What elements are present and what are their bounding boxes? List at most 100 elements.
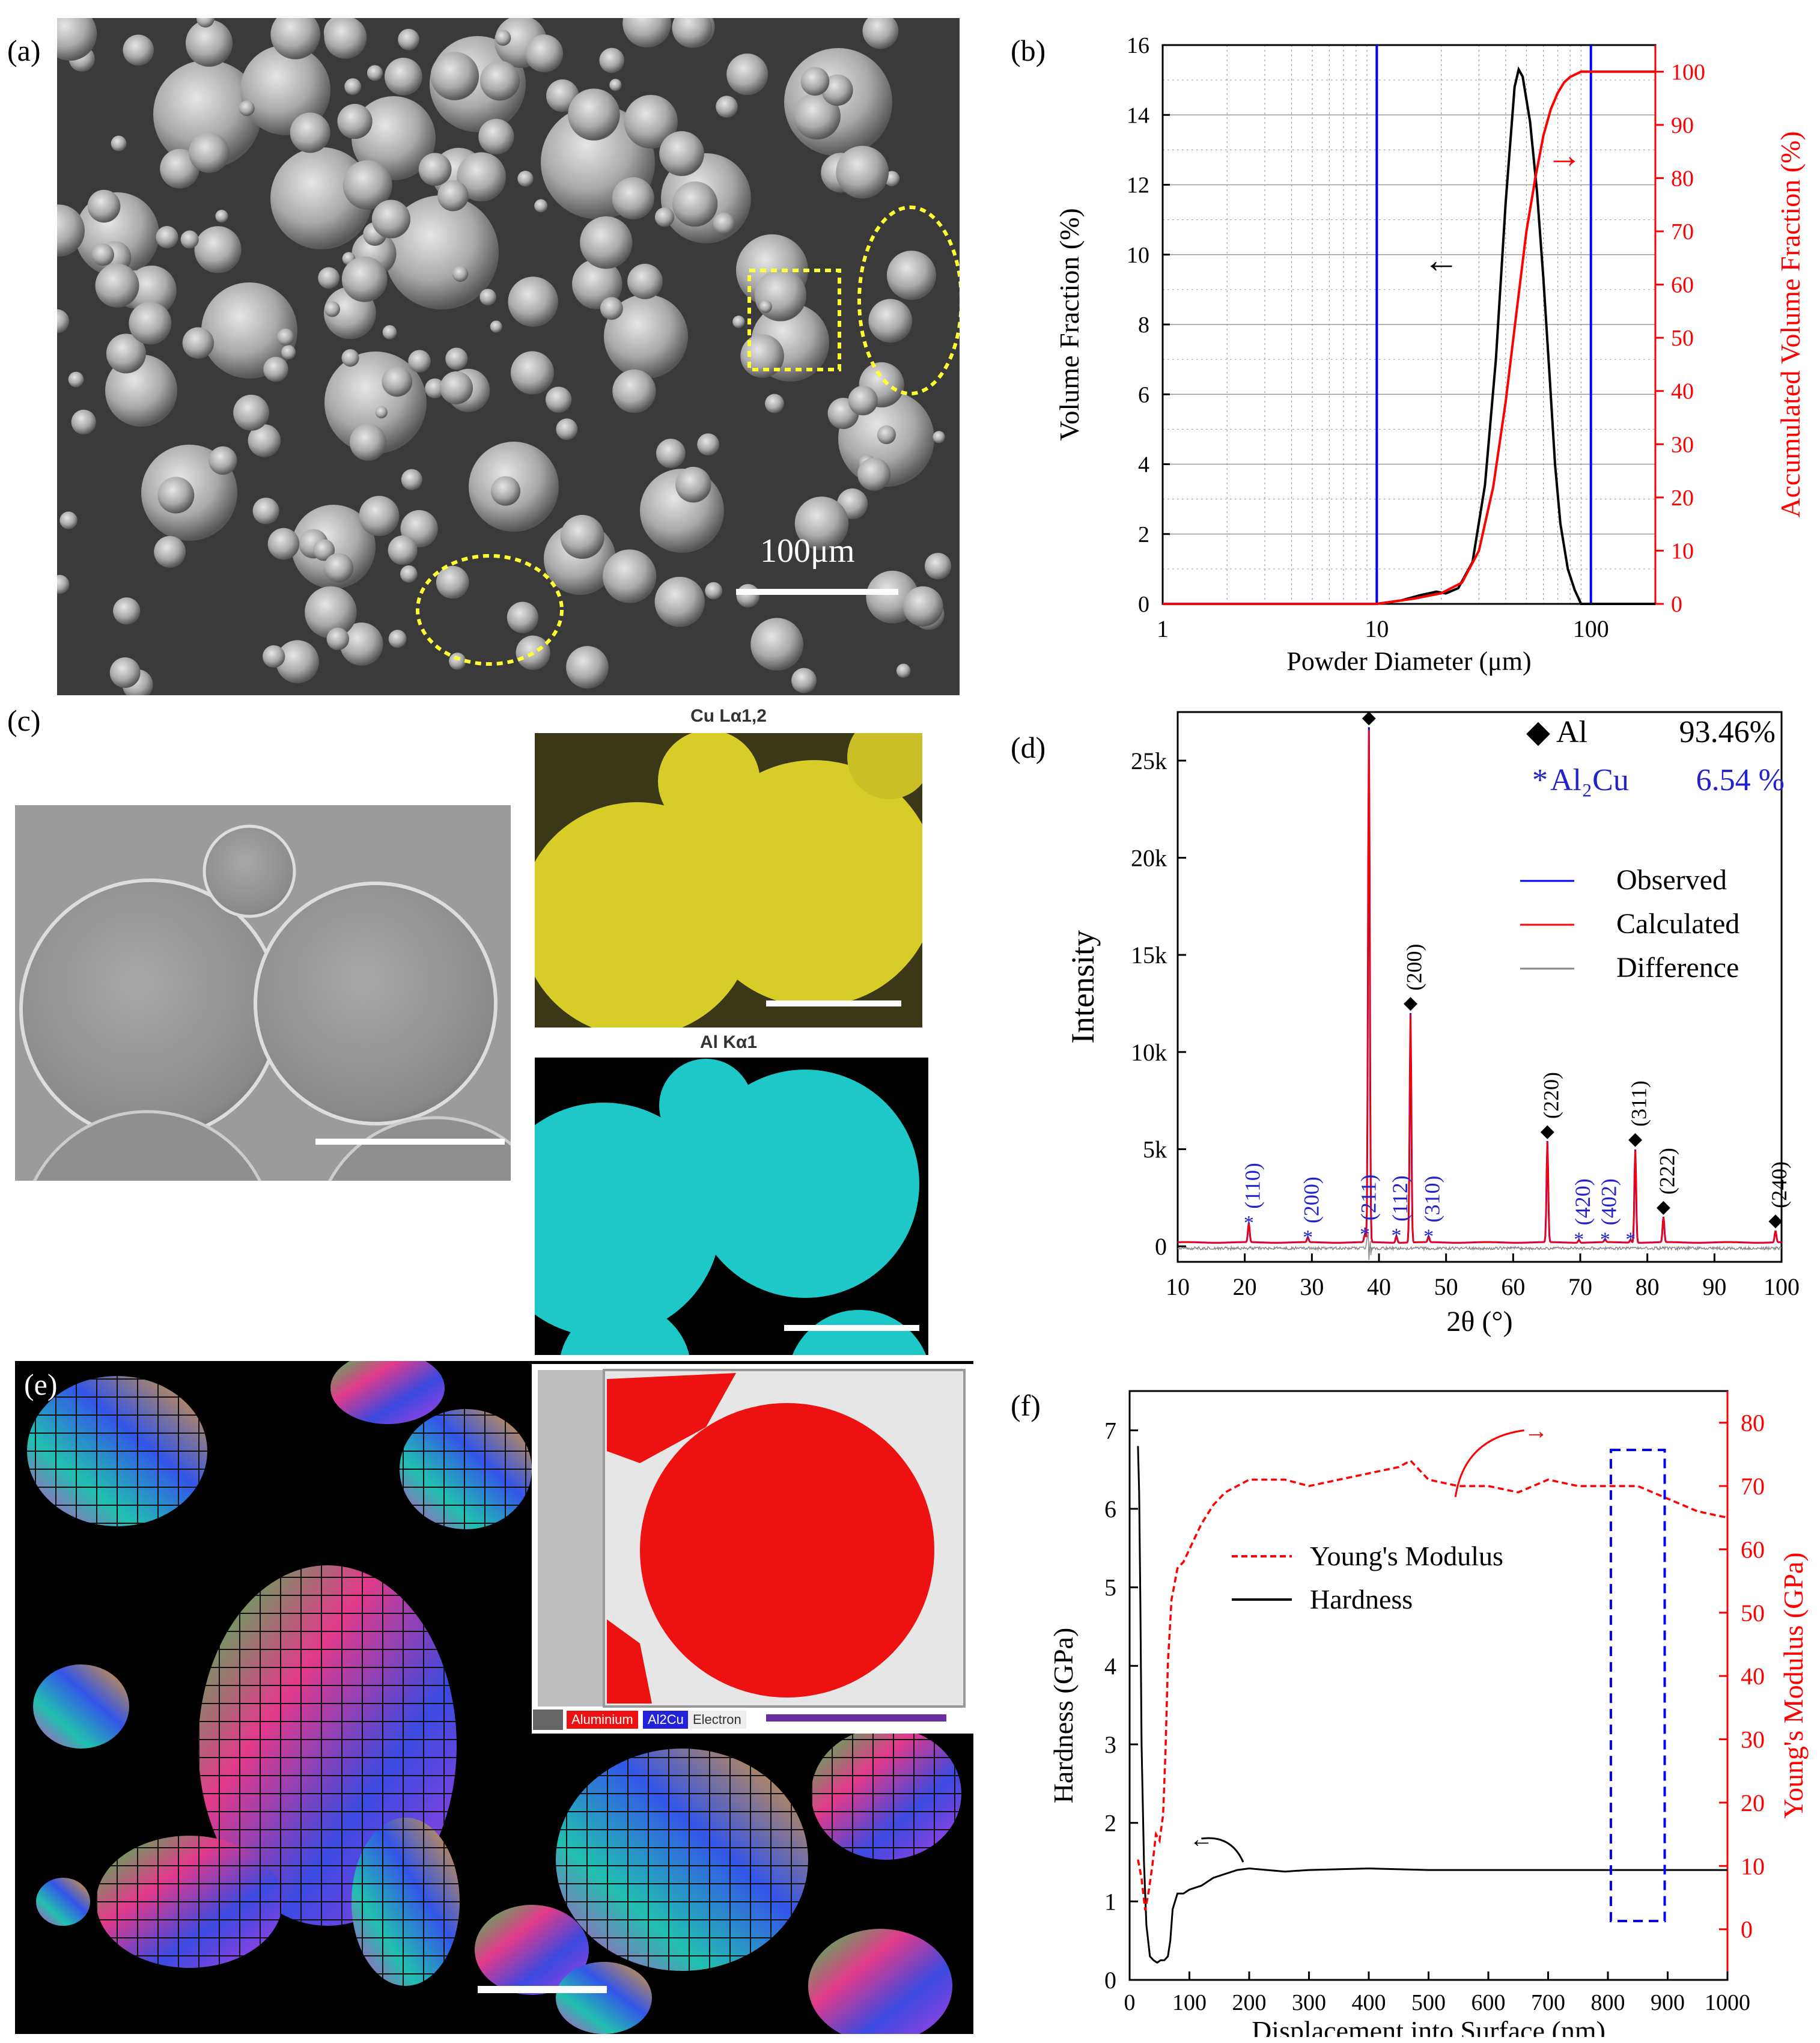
powder-particle: [656, 439, 686, 468]
inset-layer-icon: [533, 1710, 563, 1730]
powder-particle: [759, 300, 772, 313]
powder-particle: [546, 386, 571, 412]
powder-particle: [887, 251, 936, 300]
ytick-label: 7: [1104, 1417, 1116, 1444]
phase-al-value: 93.46%: [1679, 715, 1776, 749]
powder-particle: [791, 668, 817, 693]
sem-powder-particles: [57, 18, 960, 695]
al2cu-peak-marker: *: [1600, 1228, 1610, 1250]
panel-d-label: (d): [1011, 730, 1045, 765]
powder-particle: [903, 586, 943, 627]
xtick-label: 10: [1166, 1273, 1190, 1300]
panel-e-ebsd-image: Aluminium Al2Cu Electron: [15, 1361, 973, 2034]
powder-particle: [59, 511, 77, 529]
powder-particle: [491, 476, 520, 506]
y2tick-label: 100: [1671, 59, 1705, 85]
ytick-label: 12: [1127, 173, 1149, 198]
x-axis-title: 2θ (°): [1446, 1306, 1512, 1338]
arrow-right-series: →: [1546, 136, 1582, 175]
y2tick-label: 80: [1741, 1410, 1765, 1437]
powder-particle: [672, 181, 717, 227]
ytick-label: 20k: [1131, 844, 1167, 871]
powder-particle: [507, 601, 538, 633]
xtick-label: 20: [1233, 1273, 1257, 1300]
y2tick-label: 70: [1671, 219, 1694, 245]
ytick-label: 4: [1138, 452, 1149, 478]
ytick-label: 0: [1138, 592, 1149, 617]
phase-al2cu-marker: *: [1532, 763, 1548, 797]
powder-particle: [737, 584, 760, 607]
xtick-label: 90: [1702, 1273, 1726, 1300]
powder-particle: [324, 301, 340, 317]
ytick-label: 2: [1138, 522, 1149, 547]
powder-particle: [208, 446, 237, 475]
powder-particle: [479, 289, 496, 306]
cu-map-title: Cu Lα1,2: [535, 706, 922, 726]
y2tick-label: 20: [1741, 1789, 1765, 1816]
legend-label: Calculated: [1616, 908, 1739, 940]
powder-particle: [327, 628, 349, 650]
powder-particle: [277, 329, 294, 346]
series-calculated: [1178, 730, 1782, 1243]
scale-bar-e: [478, 1986, 607, 1993]
powder-particle: [186, 20, 233, 67]
powder-particle: [342, 349, 359, 367]
powder-particle: [868, 299, 912, 343]
al-peak-marker: ◆: [1657, 1197, 1670, 1217]
ytick-label: 10k: [1131, 1039, 1167, 1066]
ytick-label: 1: [1104, 1888, 1116, 1915]
arrow-right-head: →: [1524, 1417, 1548, 1444]
y2tick-label: 50: [1741, 1600, 1765, 1627]
phase-al-marker: ◆: [1526, 715, 1550, 749]
xtick-label: 40: [1367, 1273, 1391, 1300]
y2-axis-title: Young's Modulus (GPa): [1778, 1552, 1809, 1818]
powder-particle: [195, 226, 242, 273]
legend-label: Observed: [1616, 864, 1727, 896]
legend-label: Difference: [1616, 952, 1739, 984]
phase-al-name: Al: [1556, 715, 1587, 749]
y2tick-label: 70: [1741, 1473, 1765, 1500]
powder-particle: [566, 646, 609, 689]
powder-particle: [388, 535, 418, 565]
plot-frame: [1130, 1391, 1727, 1980]
y2tick-label: 50: [1671, 326, 1694, 351]
powder-particle: [263, 645, 285, 668]
ytick-label: 15k: [1131, 942, 1167, 969]
powder-particle: [324, 553, 353, 583]
legend-label: Hardness: [1310, 1584, 1413, 1615]
powder-particle: [561, 515, 604, 559]
powder-particle: [400, 565, 418, 583]
xtick-label: 800: [1591, 1990, 1625, 2015]
y2tick-label: 60: [1671, 273, 1694, 298]
series-line-0: [1138, 1446, 1727, 1963]
powder-particle: [655, 207, 674, 227]
xtick-label: 30: [1300, 1273, 1324, 1300]
y-axis-title: Intensity: [1065, 930, 1101, 1044]
panel-b-label: (b): [1011, 33, 1045, 68]
powder-particle: [568, 88, 619, 140]
legend-aluminium: Aluminium: [567, 1711, 638, 1729]
powder-particle: [382, 366, 412, 397]
panel-e-label: (e): [24, 1367, 58, 1402]
plot-frame: [1178, 712, 1782, 1262]
powder-particle: [92, 243, 114, 266]
powder-particle: [655, 577, 705, 627]
ytick-label: 5: [1104, 1574, 1116, 1601]
scale-bar-al: [784, 1325, 919, 1331]
chart-f-nanoindent: 0 100 200 300 400 500 600 700 800 900 100001234567…: [1045, 1376, 1820, 2037]
powder-particle: [490, 321, 502, 333]
powder-particle: [96, 264, 139, 308]
powder-particle: [68, 372, 84, 388]
al2cu-peak-label: (211): [1357, 1175, 1381, 1221]
powder-particle: [732, 315, 745, 328]
series-difference: [1178, 1234, 1782, 1260]
y2tick-label: 90: [1671, 113, 1694, 138]
xtick-label: 700: [1531, 1990, 1565, 2015]
y2tick-label: 0: [1671, 592, 1682, 617]
powder-particle: [449, 653, 466, 669]
powder-particle: [72, 410, 96, 434]
powder-particle: [713, 213, 735, 234]
powder-particle: [933, 431, 945, 443]
al2cu-peak-marker: *: [1423, 1225, 1434, 1247]
powder-particle: [431, 52, 479, 100]
